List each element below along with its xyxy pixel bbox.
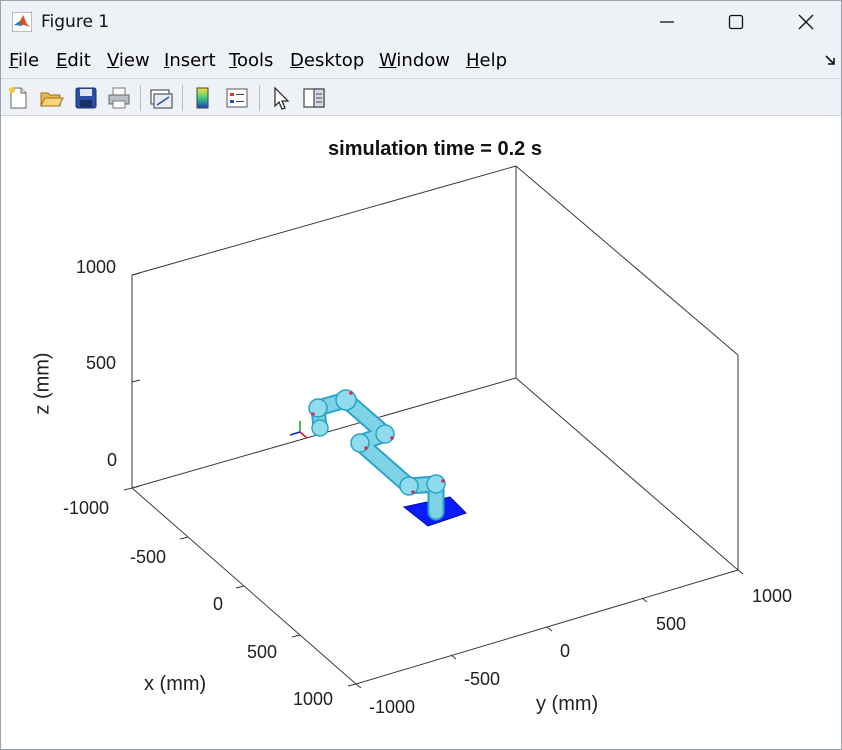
minimize-button[interactable] bbox=[632, 0, 702, 44]
menu-tools[interactable]: Tools bbox=[229, 50, 274, 71]
robot-joints bbox=[308, 389, 446, 496]
y-tick-label: -1000 bbox=[369, 697, 416, 717]
axis-ticks bbox=[123, 272, 744, 689]
new-figure-icon[interactable] bbox=[5, 85, 31, 111]
title-bar: Figure 1 bbox=[0, 0, 842, 44]
figure-canvas[interactable] bbox=[4, 116, 838, 746]
toolbar bbox=[0, 78, 842, 116]
y-tick-label: 1000 bbox=[752, 586, 793, 606]
joint-markers bbox=[311, 391, 445, 494]
x-tick-label: 500 bbox=[247, 642, 278, 662]
toolbar-separator bbox=[140, 85, 141, 111]
colorbar-icon[interactable] bbox=[190, 85, 216, 111]
end-effector-frame bbox=[289, 421, 308, 439]
menu-edit[interactable]: Edit bbox=[56, 50, 91, 71]
z-tick-label: 1000 bbox=[76, 257, 117, 277]
legend-icon[interactable] bbox=[224, 85, 250, 111]
x-tick-label: 0 bbox=[213, 594, 224, 614]
menu-file[interactable]: File bbox=[9, 50, 40, 71]
y-tick-label: 0 bbox=[560, 641, 571, 661]
maximize-button[interactable] bbox=[701, 0, 771, 44]
close-button[interactable] bbox=[771, 0, 841, 44]
plot-title: simulation time = 0.2 s bbox=[328, 138, 542, 160]
maximize-icon bbox=[728, 14, 744, 30]
save-icon[interactable] bbox=[73, 85, 99, 111]
z-tick-label: 500 bbox=[86, 353, 117, 373]
menu-window[interactable]: Window bbox=[379, 50, 450, 71]
menu-insert[interactable]: Insert bbox=[164, 50, 216, 71]
dock-arrow-icon[interactable] bbox=[824, 54, 836, 66]
window-title: Figure 1 bbox=[41, 12, 110, 32]
open-file-icon[interactable] bbox=[38, 85, 64, 111]
property-editor-icon[interactable] bbox=[301, 85, 327, 111]
z-tick-label: 0 bbox=[107, 450, 118, 470]
menu-view[interactable]: View bbox=[107, 50, 150, 71]
minimize-icon bbox=[660, 21, 674, 23]
toolbar-separator bbox=[182, 85, 183, 111]
pointer-icon[interactable] bbox=[268, 85, 294, 111]
y-tick-label: -500 bbox=[464, 669, 501, 689]
z-axis-label: z (mm) bbox=[31, 352, 54, 415]
x-axis-label: x (mm) bbox=[144, 673, 207, 695]
matlab-icon bbox=[12, 12, 32, 32]
y-tick-label: 500 bbox=[656, 614, 687, 634]
x-tick-label: -1000 bbox=[63, 498, 110, 518]
link-plot-icon[interactable] bbox=[148, 85, 174, 111]
menu-bar: File Edit View Insert Tools Desktop Wind… bbox=[0, 44, 842, 78]
close-icon bbox=[798, 14, 814, 30]
x-tick-label: -500 bbox=[130, 547, 167, 567]
print-icon[interactable] bbox=[106, 85, 132, 111]
y-axis-label: y (mm) bbox=[536, 693, 599, 715]
x-tick-label: 1000 bbox=[293, 689, 334, 709]
toolbar-separator bbox=[259, 85, 260, 111]
menu-help[interactable]: Help bbox=[466, 50, 508, 71]
menu-desktop[interactable]: Desktop bbox=[290, 50, 365, 71]
